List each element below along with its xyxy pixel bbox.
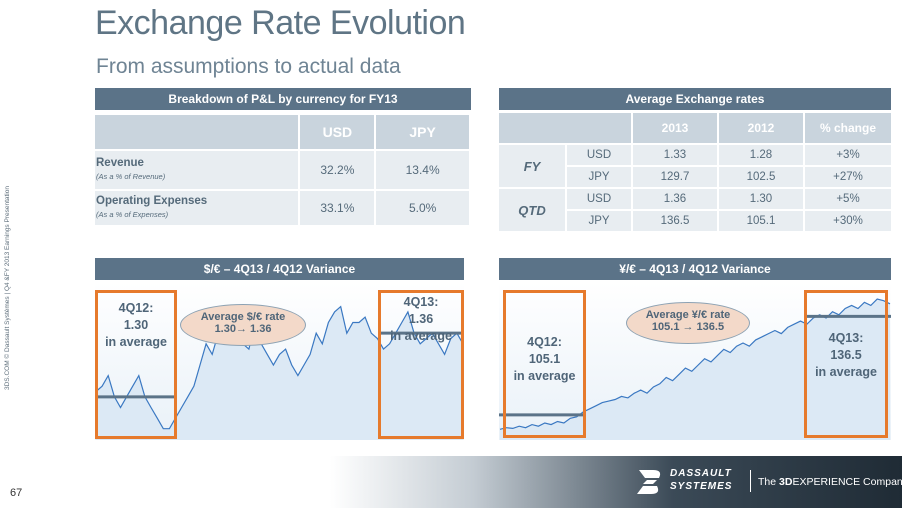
pl-row-opex-sub: (As a % of Expenses) xyxy=(96,210,169,219)
jpy-4q13-line2: 136.5 xyxy=(830,348,862,362)
pl-row-revenue-sub: (As a % of Revenue) xyxy=(96,172,166,181)
fx-col-2013: 2013 xyxy=(633,113,717,143)
page-number: 67 xyxy=(10,487,23,499)
fx-value: 136.5 xyxy=(633,211,717,231)
usd-4q12-label: 4Q12: 1.30 in average xyxy=(99,300,173,351)
pl-revenue-usd: 32.2% xyxy=(300,151,375,189)
fx-value: 102.5 xyxy=(719,167,803,187)
tagline-3d: 3D xyxy=(779,476,793,488)
fx-currency: JPY xyxy=(567,167,631,187)
brand-line2: SYSTEMES xyxy=(670,481,733,492)
jpy-average-oval: Average ¥/€ rate 105.1 → 136.5 xyxy=(626,302,750,344)
jpy-average-range: 105.1 → 136.5 xyxy=(651,321,725,333)
fx-value: 129.7 xyxy=(633,167,717,187)
pl-col-jpy: JPY xyxy=(376,115,469,149)
usd-line xyxy=(95,305,464,430)
pl-revenue-jpy: 13.4% xyxy=(376,151,469,189)
usd-4q13-highlight xyxy=(378,290,464,439)
usd-4q12-line1: 4Q12: xyxy=(118,301,154,315)
jpy-chart-svg xyxy=(499,298,891,440)
pl-header-blank xyxy=(95,115,299,149)
fx-value: 1.33 xyxy=(633,145,717,165)
fx-change: +27% xyxy=(805,167,891,187)
usd-4q12-line2: 1.30 xyxy=(123,318,149,332)
fx-value: 1.28 xyxy=(719,145,803,165)
fx-col-2012: 2012 xyxy=(719,113,803,143)
jpy-4q13-line1: 4Q13: xyxy=(828,331,864,345)
fx-currency: USD xyxy=(567,189,631,209)
fx-header-blank xyxy=(499,113,631,143)
usd-chart-svg xyxy=(95,305,464,440)
fx-table: 2013 2012 % change FY USD 1.33 1.28 +3% … xyxy=(497,111,893,233)
pl-col-usd: USD xyxy=(300,115,375,149)
pl-row-label: Operating Expenses (As a % of Expenses) xyxy=(95,191,299,225)
usd-4q12-line3: in average xyxy=(105,335,167,349)
usd-chart: 4Q12: 1.30 in average 4Q13: 1.36 in aver… xyxy=(95,282,464,440)
jpy-4q13-highlight xyxy=(804,290,888,438)
fx-value: 105.1 xyxy=(719,211,803,231)
tagline-pre: The xyxy=(758,476,780,488)
fx-change: +30% xyxy=(805,211,891,231)
usd-average-label: Average $/€ rate xyxy=(200,311,286,323)
jpy-4q13-line3: in average xyxy=(815,365,877,379)
footer-band: DASSAULT SYSTEMES The 3DEXPERIENCE Compa… xyxy=(330,456,902,508)
usd-4q13-line2: 1.36 xyxy=(408,312,434,326)
fx-table-header: Average Exchange rates xyxy=(499,88,891,110)
pl-row-opex: Operating Expenses xyxy=(96,195,208,207)
jpy-4q12-line1: 4Q12: xyxy=(527,335,562,349)
usd-4q12-highlight xyxy=(95,290,177,439)
pl-row-revenue: Revenue xyxy=(96,157,144,169)
fx-group-fy: FY xyxy=(499,145,565,187)
jpy-4q12-line3: in average xyxy=(513,369,576,383)
footer-divider xyxy=(750,470,751,492)
jpy-chart-header: ¥/€ – 4Q13 / 4Q12 Variance xyxy=(499,258,891,280)
usd-4q13-line1: 4Q13: xyxy=(403,295,439,309)
jpy-average-label: Average ¥/€ rate xyxy=(645,309,731,321)
page-title: Exchange Rate Evolution xyxy=(95,4,466,42)
fx-change: +5% xyxy=(805,189,891,209)
tagline-post: Company xyxy=(863,476,902,488)
side-note: 3DS.COM © Dassault Systèmes | Q4 &FY 201… xyxy=(2,160,14,390)
pl-opex-usd: 33.1% xyxy=(300,191,375,225)
pl-opex-jpy: 5.0% xyxy=(376,191,469,225)
usd-4q13-line3: in average xyxy=(390,329,452,343)
page-subtitle: From assumptions to actual data xyxy=(96,55,401,78)
footer-tagline: The 3DEXPERIENCE Company xyxy=(758,476,902,488)
usd-average-range: 1.30→ 1.36 xyxy=(214,323,272,335)
jpy-area xyxy=(500,299,890,440)
jpy-4q12-line2: 105.1 xyxy=(528,352,561,366)
fx-currency: JPY xyxy=(567,211,631,231)
pl-row-label: Revenue (As a % of Revenue) xyxy=(95,151,299,189)
usd-4q13-label: 4Q13: 1.36 in average xyxy=(382,294,460,345)
fx-change: +3% xyxy=(805,145,891,165)
usd-chart-header: $/€ – 4Q13 / 4Q12 Variance xyxy=(95,258,464,280)
jpy-4q12-highlight xyxy=(503,290,586,438)
dassault-logo-icon xyxy=(637,470,661,494)
pl-table-header: Breakdown of P&L by currency for FY13 xyxy=(95,88,471,110)
side-note-text: 3DS.COM © Dassault Systèmes | Q4 &FY 201… xyxy=(4,186,11,390)
jpy-4q13-label: 4Q13: 136.5 in average xyxy=(808,330,884,381)
tagline-mid: EXPERIENCE xyxy=(792,476,861,488)
usd-average-oval: Average $/€ rate 1.30→ 1.36 xyxy=(180,304,306,346)
jpy-4q12-label: 4Q12: 105.1 in average xyxy=(507,334,582,385)
fx-currency: USD xyxy=(567,145,631,165)
brand-line1: DASSAULT xyxy=(670,468,732,479)
fx-col-change: % change xyxy=(805,113,891,143)
fx-group-qtd: QTD xyxy=(499,189,565,231)
fx-value: 1.30 xyxy=(719,189,803,209)
pl-table: USD JPY Revenue (As a % of Revenue) 32.2%… xyxy=(93,113,471,227)
fx-value: 1.36 xyxy=(633,189,717,209)
usd-area xyxy=(96,306,463,440)
jpy-chart: 4Q12: 105.1 in average 4Q13: 136.5 in av… xyxy=(499,282,891,440)
